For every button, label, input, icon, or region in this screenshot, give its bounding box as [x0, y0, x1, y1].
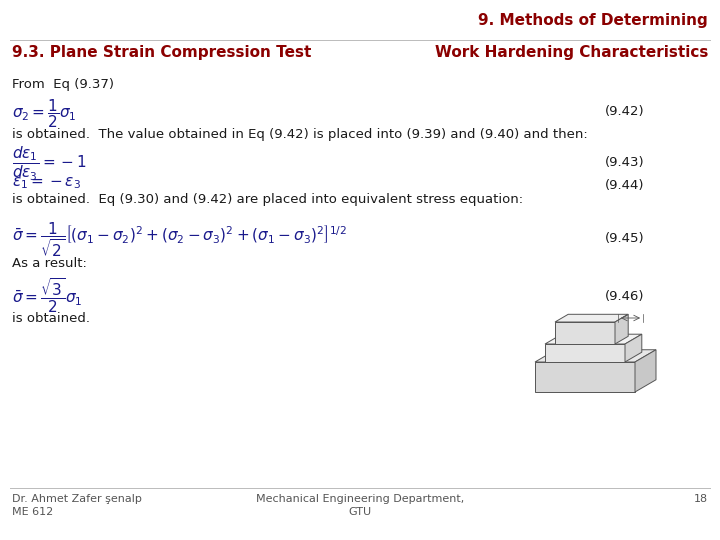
Text: 18: 18 — [694, 494, 708, 504]
Text: is obtained.  The value obtained in Eq (9.42) is placed into (9.39) and (9.40) a: is obtained. The value obtained in Eq (9… — [12, 128, 588, 141]
Text: is obtained.: is obtained. — [12, 312, 90, 325]
Text: (9.46): (9.46) — [605, 290, 644, 303]
Text: (9.43): (9.43) — [605, 156, 644, 169]
Polygon shape — [545, 334, 642, 344]
Polygon shape — [615, 314, 628, 344]
Text: $\sigma_2 = \dfrac{1}{2}\sigma_1$: $\sigma_2 = \dfrac{1}{2}\sigma_1$ — [12, 97, 76, 130]
Polygon shape — [555, 314, 628, 322]
Text: $\varepsilon_1 = -\varepsilon_3$: $\varepsilon_1 = -\varepsilon_3$ — [12, 175, 81, 191]
Polygon shape — [535, 350, 656, 362]
Text: ME 612: ME 612 — [12, 507, 53, 517]
Text: (9.45): (9.45) — [605, 232, 644, 245]
Text: (9.44): (9.44) — [605, 179, 644, 192]
Text: Dr. Ahmet Zafer şenalp: Dr. Ahmet Zafer şenalp — [12, 494, 142, 504]
Polygon shape — [635, 350, 656, 392]
Text: From  Eq (9.37): From Eq (9.37) — [12, 78, 114, 91]
Text: 9.3. Plane Strain Compression Test: 9.3. Plane Strain Compression Test — [12, 45, 311, 60]
Polygon shape — [545, 344, 625, 362]
Text: Work Hardening Characteristics: Work Hardening Characteristics — [435, 45, 708, 60]
Text: 9. Methods of Determining: 9. Methods of Determining — [478, 13, 708, 28]
Polygon shape — [555, 322, 615, 344]
Text: (9.42): (9.42) — [605, 105, 644, 118]
Text: $\bar{\sigma} = \dfrac{\sqrt{3}}{2}\sigma_1$: $\bar{\sigma} = \dfrac{\sqrt{3}}{2}\sigm… — [12, 276, 83, 315]
Text: $\bar{\sigma} = \dfrac{1}{\sqrt{2}}\left[(\sigma_1-\sigma_2)^2+(\sigma_2-\sigma_: $\bar{\sigma} = \dfrac{1}{\sqrt{2}}\left… — [12, 220, 347, 259]
Text: is obtained.  Eq (9.30) and (9.42) are placed into equivalent stress equation:: is obtained. Eq (9.30) and (9.42) are pl… — [12, 193, 523, 206]
Text: Mechanical Engineering Department,: Mechanical Engineering Department, — [256, 494, 464, 504]
Text: $\dfrac{d\varepsilon_1}{d\varepsilon_3} = -1$: $\dfrac{d\varepsilon_1}{d\varepsilon_3} … — [12, 145, 87, 183]
Polygon shape — [625, 334, 642, 362]
Text: GTU: GTU — [348, 507, 372, 517]
Text: As a result:: As a result: — [12, 257, 87, 270]
Polygon shape — [535, 362, 635, 392]
